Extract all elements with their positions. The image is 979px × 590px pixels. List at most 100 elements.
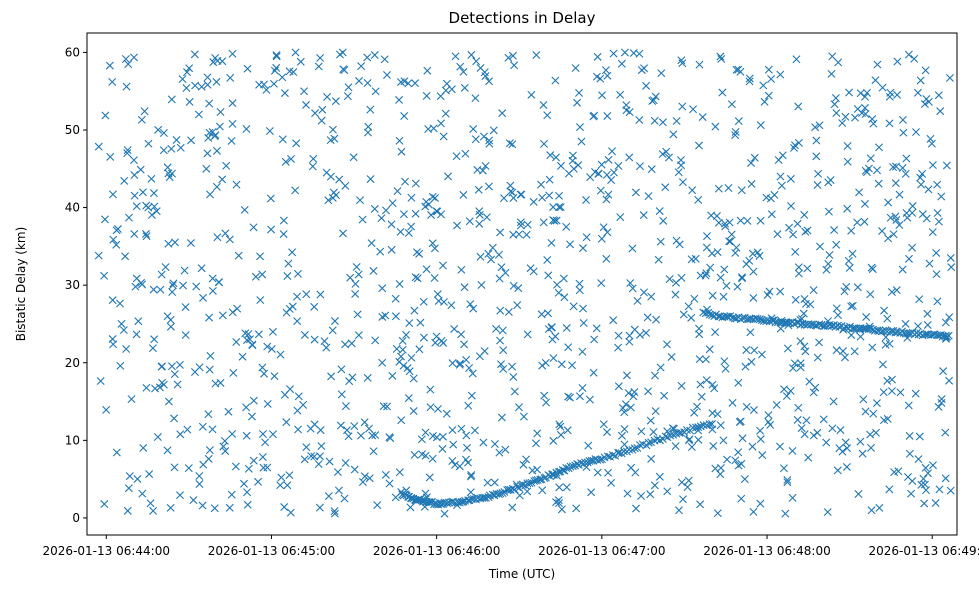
detection-marker [285, 471, 294, 480]
detection-marker [144, 203, 153, 212]
detection-marker [242, 403, 251, 412]
detection-marker [155, 383, 164, 392]
detection-marker [618, 404, 627, 413]
detection-marker [602, 254, 611, 263]
detection-marker [687, 313, 696, 322]
detection-marker [560, 293, 569, 302]
detection-marker [689, 105, 698, 114]
detection-marker [448, 457, 457, 465]
detection-marker [617, 431, 626, 440]
detection-marker [147, 174, 156, 183]
detection-marker [812, 152, 821, 161]
detection-marker [575, 123, 584, 132]
detection-marker [133, 474, 142, 483]
detection-marker [117, 319, 126, 328]
detection-marker [732, 243, 741, 252]
detection-marker [614, 161, 623, 170]
detection-marker [509, 373, 518, 381]
detection-marker [149, 189, 158, 198]
detection-marker [579, 244, 587, 253]
detection-marker [383, 71, 391, 79]
detection-marker [759, 81, 768, 90]
detection-marker [850, 347, 859, 356]
detection-marker [175, 360, 184, 369]
detection-marker [587, 488, 596, 497]
detection-marker [248, 340, 257, 349]
detection-marker [703, 232, 711, 241]
detection-marker [647, 165, 656, 174]
detection-marker [646, 416, 655, 425]
detection-marker [633, 296, 642, 305]
detection-marker [861, 110, 870, 119]
detection-marker [263, 399, 272, 408]
detection-marker [371, 336, 380, 345]
detection-marker [623, 489, 632, 498]
detection-marker [444, 172, 453, 181]
detection-marker [494, 250, 503, 259]
detection-marker [579, 304, 588, 313]
detection-marker [667, 352, 676, 361]
detection-marker [777, 181, 786, 190]
detection-marker [148, 344, 157, 353]
detection-marker [256, 252, 265, 261]
detection-marker [756, 426, 765, 435]
detection-marker [721, 219, 730, 228]
detection-marker [404, 394, 413, 403]
detection-marker [727, 230, 736, 239]
detection-marker [815, 320, 824, 329]
detection-marker [628, 445, 637, 454]
detection-marker [180, 266, 189, 275]
detection-marker [848, 249, 857, 258]
detection-marker [268, 430, 277, 439]
detection-marker [413, 274, 422, 283]
detection-marker [426, 403, 435, 412]
detection-marker [904, 401, 913, 410]
detection-marker [776, 324, 785, 333]
detection-marker [381, 206, 390, 215]
detection-marker [690, 408, 699, 417]
detection-marker [296, 57, 305, 66]
detection-marker [840, 287, 849, 296]
detection-marker [428, 454, 437, 463]
detection-marker [260, 369, 269, 378]
detection-marker [684, 476, 693, 485]
detection-marker [481, 161, 490, 170]
detection-marker [490, 478, 499, 487]
detection-marker [804, 453, 813, 462]
detection-marker [884, 198, 893, 207]
detection-marker [593, 468, 602, 477]
detection-marker [614, 343, 623, 352]
detection-marker [809, 286, 818, 295]
detection-marker [101, 215, 109, 224]
detection-marker [799, 309, 808, 318]
detection-marker [539, 100, 548, 109]
detection-marker [393, 187, 402, 196]
detection-marker [307, 452, 316, 461]
detection-marker [905, 431, 914, 440]
detection-marker [131, 282, 140, 291]
detection-marker [127, 395, 136, 404]
detection-marker [549, 203, 558, 212]
detection-marker [785, 223, 794, 232]
detection-marker [694, 423, 703, 432]
detection-marker [566, 462, 575, 471]
detection-marker [276, 350, 285, 359]
detection-marker [302, 443, 311, 452]
detection-marker [328, 125, 337, 134]
detection-marker [326, 136, 335, 145]
detection-marker [630, 444, 639, 453]
detection-marker [867, 443, 876, 452]
detection-marker [249, 456, 258, 465]
detection-marker [232, 180, 241, 189]
detection-marker [823, 508, 832, 517]
detection-marker [254, 330, 263, 339]
detection-marker [448, 426, 457, 435]
detection-marker [314, 62, 323, 71]
detection-marker [102, 405, 111, 414]
detection-marker [205, 365, 214, 374]
detection-marker [545, 191, 554, 200]
detection-marker [460, 283, 469, 292]
detection-marker [832, 240, 841, 249]
detection-marker [678, 59, 687, 68]
detection-marker [925, 259, 934, 268]
